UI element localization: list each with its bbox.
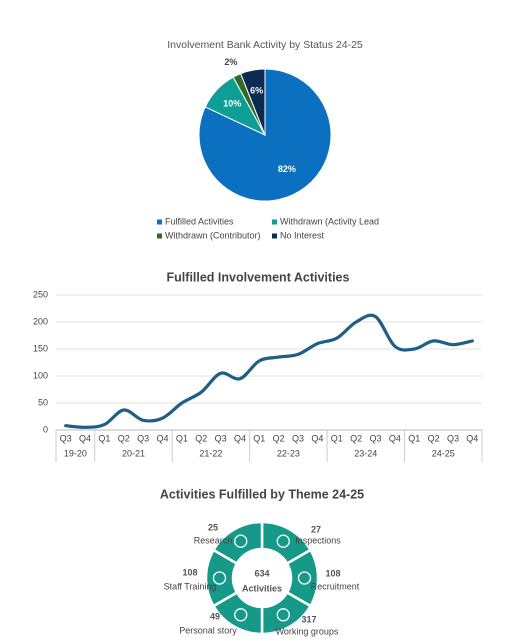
legend-label: Withdrawn (Activity Lead	[280, 216, 379, 226]
theme-icon	[212, 571, 227, 585]
theme-label: Research	[194, 535, 233, 545]
theme-value: 25	[208, 522, 218, 532]
chart-title: Involvement Bank Activity by Status 24-2…	[167, 39, 363, 51]
theme-icon	[276, 534, 290, 548]
x-tick-label: Q3	[215, 433, 227, 443]
x-tick-label: Q2	[350, 433, 362, 443]
x-tick-label: Q4	[466, 433, 478, 443]
theme-icon	[234, 608, 248, 622]
theme-label: Recruitment	[311, 581, 360, 591]
pie-slice	[240, 68, 266, 136]
x-tick-label: Q3	[60, 433, 72, 443]
x-group-label: 24-25	[432, 448, 455, 458]
legend-label: Withdrawn (Contributor)	[165, 230, 261, 240]
legend-swatch	[157, 219, 162, 225]
chart-title: Fulfilled Involvement Activities	[167, 270, 350, 284]
x-tick-label: Q2	[118, 433, 130, 443]
x-tick-label: Q4	[234, 433, 246, 443]
x-tick-label: Q4	[156, 433, 168, 443]
theme-segment	[211, 520, 264, 566]
x-tick-label: Q2	[195, 433, 207, 443]
x-tick-label: Q1	[253, 433, 265, 443]
x-group-label: 20-21	[122, 448, 145, 458]
x-group-label: 21-22	[199, 448, 222, 458]
theme-value: 49	[210, 611, 220, 621]
total-label: Activities	[242, 583, 282, 593]
y-tick-label: 0	[43, 424, 48, 434]
line-series	[64, 313, 474, 429]
x-tick-label: Q4	[389, 433, 401, 443]
theme-icon	[297, 571, 312, 585]
x-tick-label: Q3	[292, 433, 304, 443]
theme-label: Inspections	[295, 535, 341, 545]
theme-value: 108	[182, 567, 197, 577]
data-label: 82%	[278, 164, 296, 174]
theme-label: Working groups	[276, 626, 339, 636]
x-tick-label: Q3	[447, 433, 459, 443]
x-tick-label: Q3	[369, 433, 381, 443]
x-tick-label: Q4	[311, 433, 323, 443]
data-label: 2%	[224, 57, 237, 67]
x-group-label: 23-24	[354, 448, 377, 458]
data-label: 6%	[250, 85, 263, 95]
x-tick-label: Q1	[331, 433, 343, 443]
x-group-label: 22-23	[277, 448, 300, 458]
x-tick-label: Q1	[408, 433, 420, 443]
y-tick-label: 150	[33, 343, 48, 353]
theme-label: Personal story	[179, 625, 237, 635]
x-tick-label: Q1	[176, 433, 188, 443]
x-tick-label: Q3	[137, 433, 149, 443]
y-tick-label: 250	[33, 289, 48, 299]
legend-swatch	[272, 219, 277, 225]
x-tick-label: Q2	[428, 433, 440, 443]
theme-value: 317	[301, 614, 316, 624]
legend-label: Fulfilled Activities	[165, 216, 234, 226]
theme-icon	[234, 534, 248, 548]
theme-value: 27	[311, 524, 321, 534]
y-tick-label: 100	[33, 370, 48, 380]
total-value: 634	[254, 568, 269, 578]
legend-swatch	[157, 233, 162, 239]
x-group-label: 19-20	[64, 448, 87, 458]
x-tick-label: Q1	[98, 433, 110, 443]
theme-value: 108	[325, 568, 340, 578]
chart-title: Activities Fulfilled by Theme 24-25	[160, 487, 364, 501]
theme-icon	[276, 608, 290, 622]
y-tick-label: 50	[38, 397, 48, 407]
theme-label: Staff Training	[164, 581, 217, 591]
center-disc	[236, 552, 288, 604]
y-tick-label: 200	[33, 316, 48, 326]
x-tick-label: Q4	[79, 433, 91, 443]
legend-swatch	[272, 233, 277, 239]
x-tick-label: Q2	[273, 433, 285, 443]
data-label: 10%	[223, 99, 241, 109]
legend-label: No Interest	[280, 230, 325, 240]
